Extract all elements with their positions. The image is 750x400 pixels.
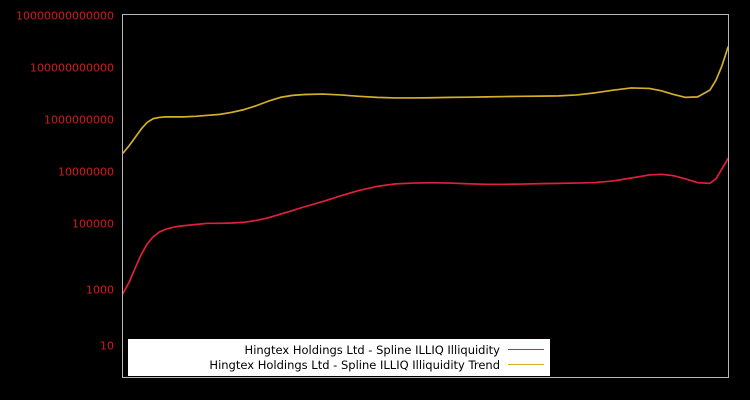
y-tick-label: 1000000000: [44, 113, 114, 127]
plot-area: [122, 14, 729, 378]
y-tick-label: 10000000: [58, 165, 114, 179]
series-line-trend: [123, 46, 728, 154]
legend-line-swatch-trend: [508, 364, 544, 365]
y-axis-tick-labels: 10000000000000 100000000000 1000000000 1…: [0, 0, 118, 400]
y-tick-label: 100000: [72, 217, 114, 231]
legend-entry-illiquidity[interactable]: Hingtex Holdings Ltd - Spline ILLIQ Illi…: [134, 342, 544, 357]
y-tick-label: 100000000000: [30, 61, 114, 75]
chart-legend[interactable]: Hingtex Holdings Ltd - Spline ILLIQ Illi…: [127, 338, 551, 377]
legend-label-illiquidity: Hingtex Holdings Ltd - Spline ILLIQ Illi…: [244, 342, 500, 357]
y-tick-label: 1000: [86, 283, 114, 297]
legend-entry-trend[interactable]: Hingtex Holdings Ltd - Spline ILLIQ Illi…: [134, 357, 544, 372]
legend-line-swatch-illiquidity: [508, 349, 544, 350]
legend-label-trend: Hingtex Holdings Ltd - Spline ILLIQ Illi…: [209, 357, 500, 372]
y-tick-label: 10: [100, 339, 114, 353]
series-canvas: [123, 46, 728, 295]
series-line-illiquidity: [123, 157, 728, 295]
y-tick-label: 10000000000000: [16, 9, 114, 23]
